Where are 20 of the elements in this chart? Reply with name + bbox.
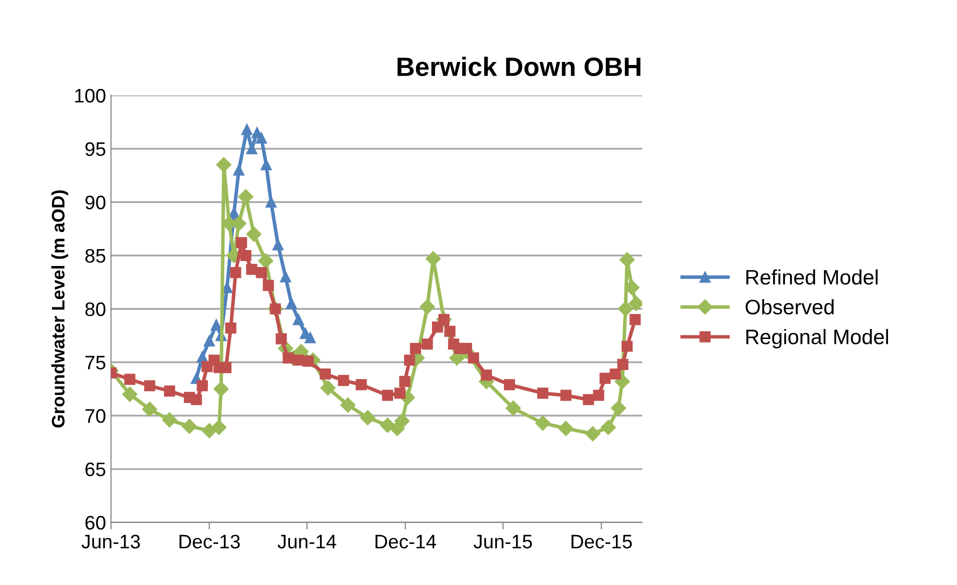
legend-label: Observed [746,299,834,314]
y-tick-label: 60 [86,516,106,530]
legend-label: Regional Model [746,329,888,348]
y-tick-label: 95 [85,142,106,156]
y-tick-label: 70 [86,409,106,423]
y-tick-label: 75 [86,356,106,370]
chart-title: Berwick Down OBH [398,56,640,76]
y-tick-label: 85 [85,248,106,263]
y-tick-label: 100 [75,88,106,103]
y-tick-label: 65 [86,462,106,476]
y-tick-label: 80 [85,302,106,316]
x-tick-label: Dec-13 [180,534,240,548]
x-tick-label: Jun-13 [82,534,140,548]
legend-label: Refined Model [746,269,878,285]
x-tick-label: Dec-14 [376,534,436,548]
y-axis-title: Groundwater Level (m aOD) [51,190,68,428]
x-tick-label: Jun-14 [278,534,336,548]
x-tick-label: Jun-15 [474,534,532,548]
y-tick-label: 90 [85,196,106,210]
x-tick-label: Dec-15 [572,534,632,548]
